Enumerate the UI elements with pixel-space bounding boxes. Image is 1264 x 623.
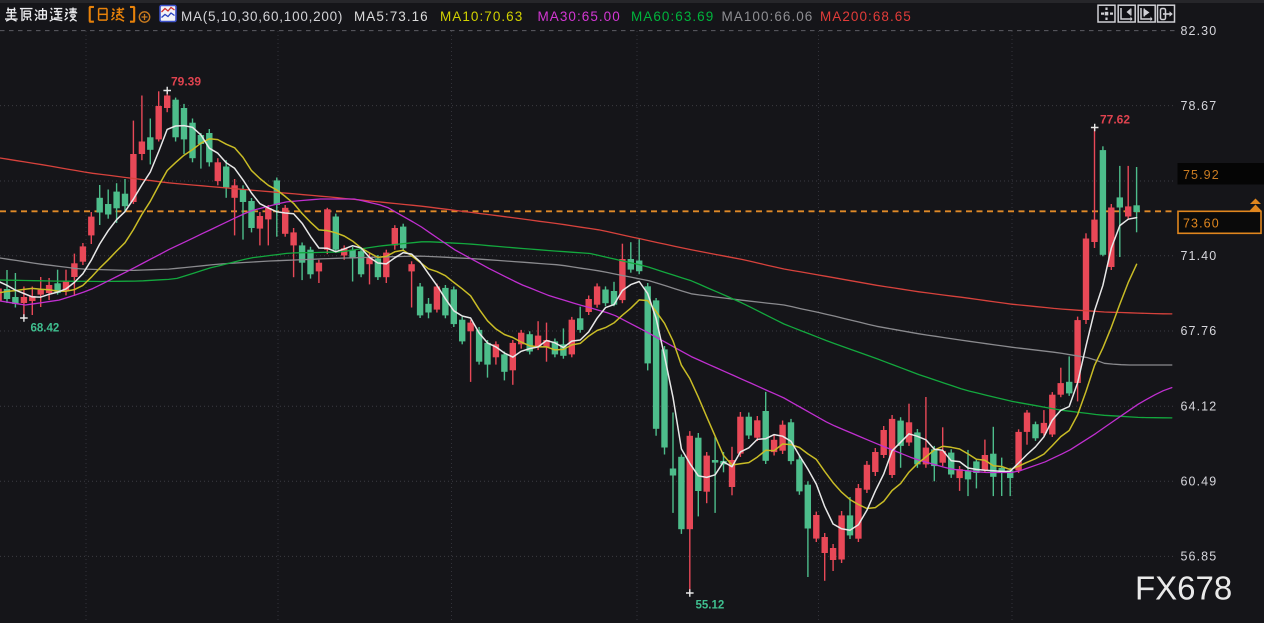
svg-text:75.92: 75.92 [1183,168,1220,182]
svg-text:68.42: 68.42 [31,323,60,335]
svg-text:77.62: 77.62 [1100,112,1130,126]
svg-text:MA5:73.16: MA5:73.16 [354,9,429,24]
svg-text:64.12: 64.12 [1181,399,1218,413]
svg-text:MA200:68.65: MA200:68.65 [820,9,912,24]
svg-text:55.12: 55.12 [696,600,725,612]
svg-text:MA(5,10,30,60,100,200): MA(5,10,30,60,100,200) [181,9,343,24]
svg-text:71.40: 71.40 [1181,249,1218,263]
svg-text:MA60:63.69: MA60:63.69 [631,9,714,24]
svg-text:FX678: FX678 [1135,570,1232,607]
svg-text:67.76: 67.76 [1181,324,1218,338]
svg-text:73.60: 73.60 [1183,216,1220,230]
svg-text:56.85: 56.85 [1181,550,1218,564]
svg-text:79.39: 79.39 [171,75,201,89]
svg-text:MA100:66.06: MA100:66.06 [722,9,814,24]
svg-text:MA10:70.63: MA10:70.63 [440,9,523,24]
svg-text:78.67: 78.67 [1181,99,1218,113]
svg-text:60.49: 60.49 [1181,474,1218,488]
svg-text:MA30:65.00: MA30:65.00 [538,9,621,24]
svg-text:82.30: 82.30 [1181,24,1218,38]
